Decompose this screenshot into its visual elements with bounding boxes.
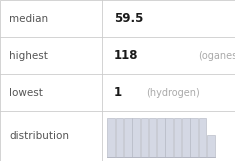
Bar — [132, 118, 140, 157]
Text: distribution: distribution — [9, 131, 69, 141]
Bar — [107, 118, 115, 157]
Text: median: median — [9, 14, 48, 24]
Bar — [165, 118, 173, 157]
Text: highest: highest — [9, 51, 48, 61]
Text: (oganesson): (oganesson) — [198, 51, 235, 61]
Bar — [124, 118, 132, 157]
Text: 1: 1 — [114, 86, 122, 99]
Text: 59.5: 59.5 — [114, 12, 143, 25]
Bar — [199, 118, 206, 157]
Text: lowest: lowest — [9, 88, 43, 98]
Bar — [190, 118, 198, 157]
Text: 118: 118 — [114, 49, 138, 62]
Bar — [174, 118, 181, 157]
Bar — [157, 118, 165, 157]
Bar — [116, 118, 123, 157]
Bar — [149, 118, 157, 157]
Text: (hydrogen): (hydrogen) — [146, 88, 200, 98]
Bar — [141, 118, 148, 157]
Bar — [182, 118, 190, 157]
Bar — [207, 135, 215, 157]
